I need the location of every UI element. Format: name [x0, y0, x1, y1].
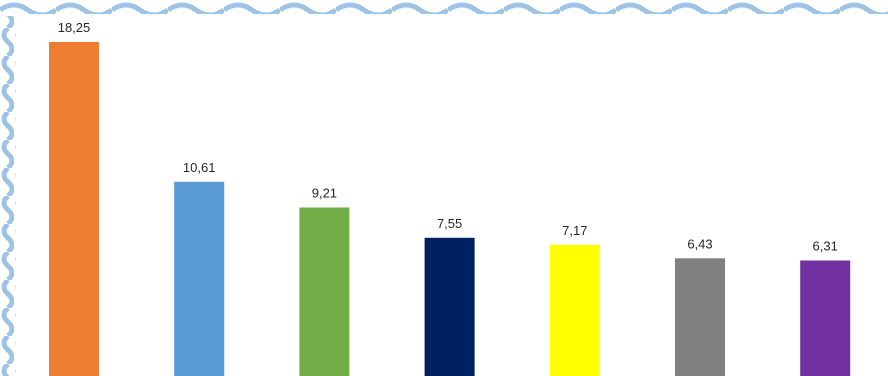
bar-6	[675, 258, 725, 376]
frame-left-border	[0, 16, 16, 376]
bar-4	[424, 237, 475, 376]
bar-1	[49, 42, 99, 376]
bar-3	[299, 207, 350, 376]
data-label-3: 9,21	[312, 186, 337, 201]
data-label-1: 18,25	[58, 20, 91, 35]
data-label-6: 6,43	[687, 236, 712, 251]
data-label-5: 7,17	[562, 223, 587, 238]
data-label-2: 10,61	[183, 160, 216, 175]
bar-2	[174, 181, 225, 376]
bars-layer	[49, 42, 851, 376]
bar-5	[549, 244, 600, 376]
data-label-4: 7,55	[437, 216, 462, 231]
data-labels-layer: 18,25 10,61 9,21 7,55 7,17 6,43 6,31	[58, 20, 838, 254]
bar-7	[800, 260, 851, 376]
data-label-7: 6,31	[813, 239, 838, 254]
frame-top-border	[0, 0, 888, 16]
